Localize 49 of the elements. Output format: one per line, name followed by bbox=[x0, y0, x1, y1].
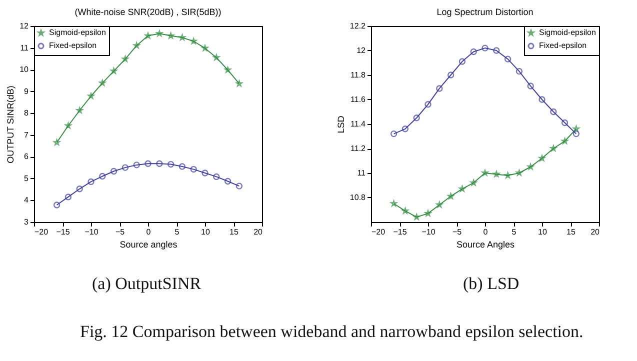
y-tick-label: 10.8 bbox=[350, 193, 366, 202]
y-tick-label: 12.2 bbox=[350, 22, 366, 30]
x-tick-label: 15 bbox=[230, 228, 239, 236]
x-tick-label: 20 bbox=[590, 228, 600, 236]
x-tick-label: 10 bbox=[538, 228, 548, 236]
text: (b) LSD bbox=[463, 274, 520, 294]
y-tick-label: 8 bbox=[24, 108, 30, 118]
y-tick-label: 3 bbox=[24, 218, 30, 226]
legend-label: Sigmoid-epsilon bbox=[539, 28, 596, 37]
y-tick-label: 11.2 bbox=[350, 144, 366, 153]
chart-title: Log Spectrum Distortion bbox=[436, 7, 534, 17]
x-tick-label: −15 bbox=[393, 228, 408, 236]
y-tick-label: 11 bbox=[357, 168, 366, 178]
y-tick-label: 10 bbox=[20, 65, 30, 74]
x-tick-label: −20 bbox=[372, 228, 386, 236]
y-tick-label: 4 bbox=[24, 196, 30, 205]
x-tick-label: 10 bbox=[201, 228, 210, 236]
y-tick-label: 12 bbox=[20, 22, 30, 30]
y-tick-label: 9 bbox=[24, 86, 30, 96]
y-tick-label: 11.6 bbox=[350, 95, 366, 104]
x-tick-label: 0 bbox=[483, 228, 488, 236]
caption: Fig. 12 Comparison between wideband and narrowband epsilon selection. bbox=[80, 322, 584, 342]
y-axis-title: LSD bbox=[336, 115, 346, 134]
x-tick-label: −10 bbox=[84, 228, 99, 236]
y-tick-label: 5 bbox=[24, 174, 30, 183]
x-tick-label: 5 bbox=[512, 228, 517, 236]
y-axis-title: OUTPUT SINR(dB) bbox=[6, 86, 16, 164]
text: (a) OutputSINR bbox=[92, 274, 202, 294]
x-tick-label: 20 bbox=[254, 228, 264, 236]
y-tick-label: 11.8 bbox=[350, 70, 366, 80]
x-axis-title: Source angles bbox=[120, 240, 178, 250]
y-tick-label: 11 bbox=[20, 43, 30, 52]
x-tick-label: 0 bbox=[146, 228, 152, 236]
chart-title: (White-noise SNR(20dB) , SIR(5dB)) bbox=[74, 7, 222, 17]
y-tick-label: 11.4 bbox=[350, 120, 366, 128]
y-tick-label: 7 bbox=[24, 130, 30, 140]
x-tick-label: −5 bbox=[452, 228, 462, 236]
x-tick-label: −20 bbox=[34, 228, 49, 236]
x-tick-label: −15 bbox=[56, 228, 70, 236]
x-tick-label: −10 bbox=[422, 228, 436, 236]
x-axis-title: Source Angles bbox=[456, 240, 516, 250]
x-tick-label: 5 bbox=[174, 228, 180, 236]
legend-label: Fixed-epsilon bbox=[49, 41, 97, 50]
y-tick-label: 12 bbox=[356, 46, 366, 55]
x-tick-label: −5 bbox=[115, 228, 126, 236]
y-tick-label: 6 bbox=[24, 152, 30, 162]
legend-label: Sigmoid-epsilon bbox=[49, 28, 106, 37]
x-tick-label: 15 bbox=[566, 228, 576, 236]
legend-label: Fixed-epsilon bbox=[539, 41, 587, 50]
